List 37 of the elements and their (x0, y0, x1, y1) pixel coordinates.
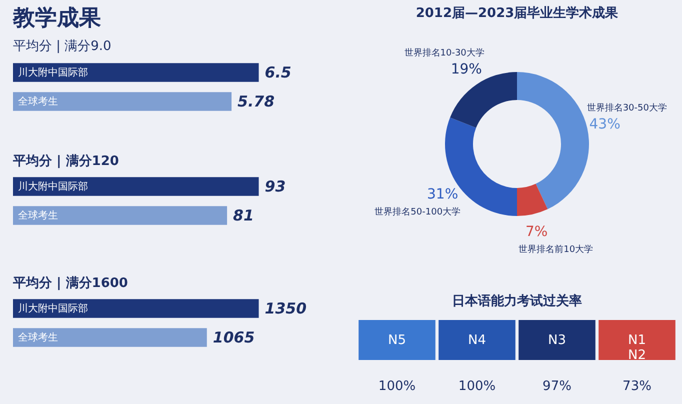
data-label: 100% (458, 379, 496, 394)
chart-title: 2012届—2023届毕业生学术成果 (416, 6, 620, 21)
data-label: 100% (378, 379, 416, 394)
data-label: 6.5 (264, 64, 292, 82)
category-label: N1 N2 (628, 333, 646, 363)
category-label: N4 (468, 333, 486, 348)
slice-label: 世界排名10-30大学 (404, 48, 484, 59)
y-tick-label: 川大附中国际部 (18, 180, 88, 192)
chart-title: 平均分 | 满分1600 (12, 276, 128, 291)
y-tick-label: 川大附中国际部 (18, 302, 88, 314)
data-label: 1350 (264, 300, 307, 318)
data-label: 93 (264, 178, 286, 196)
data-label: 73% (622, 379, 652, 394)
donut-slice (450, 72, 517, 128)
data-label: 7% (526, 224, 548, 240)
data-label: 97% (542, 379, 572, 394)
chart-title: 平均分 | 满分120 (12, 154, 119, 169)
category-label: N5 (388, 333, 406, 348)
category-label: N3 (548, 333, 566, 348)
data-label: 1065 (212, 328, 255, 346)
donut-slice (517, 184, 548, 216)
slice-label: 世界排名前10大学 (518, 244, 594, 255)
data-label: 19% (450, 62, 482, 78)
chart-title: 教学成果 (12, 6, 102, 31)
y-tick-label: 全球考生 (18, 332, 58, 344)
data-label: 43% (589, 116, 620, 132)
y-tick-label: 全球考生 (18, 210, 58, 222)
chart-subtitle: 平均分 | 满分9.0 (13, 39, 112, 54)
data-label: 81 (233, 206, 254, 224)
y-tick-label: 川大附中国际部 (18, 66, 88, 78)
slice-label: 世界排名50-100大学 (374, 206, 461, 218)
data-label: 5.78 (238, 92, 275, 110)
donut-slice (517, 72, 589, 210)
y-tick-label: 全球考生 (18, 96, 58, 108)
data-label: 31% (427, 186, 458, 203)
slice-label: 世界排名30-50大学 (586, 102, 667, 114)
text: 日本语能力考试过关率 (452, 293, 582, 309)
